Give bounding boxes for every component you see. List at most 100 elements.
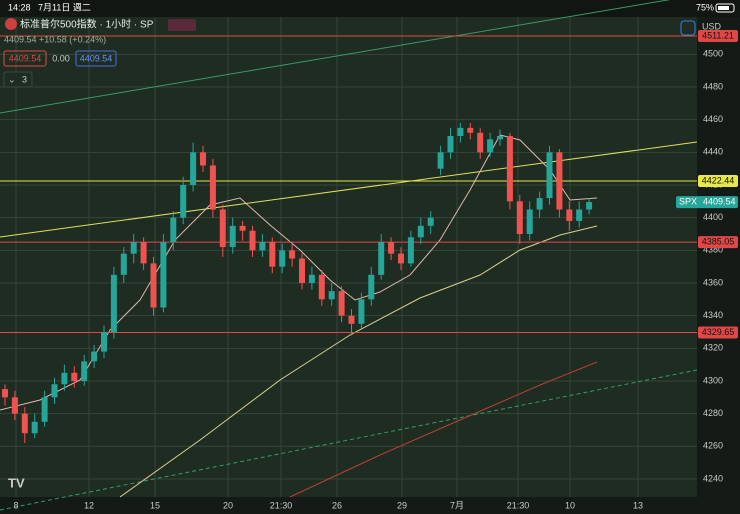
candle-body (506, 136, 513, 202)
candle-body (61, 372, 68, 385)
candle-body (170, 217, 177, 243)
y-tick-label: 4380 (703, 245, 723, 255)
candle-body (249, 230, 256, 251)
candle-body (299, 258, 305, 283)
candle-body (516, 201, 523, 235)
battery-icon (715, 3, 735, 13)
candle-body (586, 202, 593, 210)
y-tick-label: 4460 (703, 114, 723, 124)
spread: 0.00 (52, 53, 70, 63)
price-axis (697, 17, 740, 497)
candle-body (130, 242, 137, 254)
candle-body (368, 274, 375, 300)
price-tag-label: 4329.65 (702, 327, 735, 337)
fullscreen-button[interactable] (680, 20, 696, 36)
time-axis (0, 497, 740, 514)
candle-body (160, 242, 167, 308)
candles (2, 122, 593, 444)
x-tick-label: 21:30 (507, 500, 530, 510)
candle-body (180, 185, 187, 218)
candle-body (566, 209, 573, 221)
x-tick-label: 15 (150, 500, 160, 510)
candle-body (41, 397, 48, 422)
compare-button[interactable] (168, 19, 196, 31)
indicators-toggle[interactable] (3, 71, 33, 88)
candle-body (11, 397, 18, 414)
price-tag (698, 326, 738, 339)
quote: 4409.54 +10.58 (+0.24%) (4, 34, 106, 44)
y-tick-label: 4500 (703, 49, 723, 59)
y-tick-label: 4240 (703, 473, 723, 483)
x-tick-label: 7月 (450, 500, 464, 510)
candle-body (378, 242, 385, 275)
candle-body (289, 250, 296, 259)
candle-body (71, 372, 78, 381)
y-tick-label: 4360 (703, 277, 723, 287)
candle-body (427, 217, 434, 226)
status-date: 7月11日 週二 (38, 2, 91, 12)
price-tag-label: 4511.21 (702, 30, 734, 40)
candle-body (318, 274, 325, 300)
candle-body (51, 384, 58, 398)
candle-body (546, 152, 553, 199)
candle-body (398, 253, 404, 264)
symbol[interactable]: 标准普尔500指数 · 1小时 · SP (20, 18, 154, 31)
candle-body (338, 291, 345, 316)
candle-body (110, 274, 117, 332)
x-tick-label: 29 (397, 500, 407, 510)
candle-body (576, 209, 583, 221)
candle-body (140, 242, 147, 264)
price-tag (698, 30, 738, 43)
candle-body (120, 253, 127, 275)
symbol-icon (5, 18, 17, 30)
candle-body (229, 225, 236, 248)
sell-button[interactable] (3, 50, 47, 67)
y-tick-label: 4320 (703, 343, 723, 353)
y-tick-label: 4480 (703, 81, 723, 91)
x-tick-label: 26 (332, 500, 342, 510)
candle-body (101, 331, 107, 352)
candle-body (388, 242, 395, 254)
chevron[interactable]: ⌄ (8, 74, 16, 84)
price-tag (698, 236, 738, 249)
candle-body (239, 225, 246, 231)
candle-body (21, 413, 28, 434)
candle-body (526, 209, 533, 235)
candle-body (437, 152, 444, 169)
price-tag-label: 4422.44 (702, 175, 735, 185)
candle-body (487, 139, 494, 153)
candle-body (308, 274, 315, 283)
price-tag (698, 175, 738, 188)
candle-body (447, 136, 454, 153)
currency[interactable]: USD (702, 21, 722, 31)
status-bar (0, 0, 740, 17)
trend-line (0, 0, 671, 114)
y-tick-label: 4280 (703, 408, 723, 418)
y-tick-label: 4260 (703, 441, 723, 451)
candle-body (259, 242, 266, 251)
candle-body (2, 389, 8, 398)
x-tick-label: 8 (13, 500, 18, 510)
indicators-count[interactable]: 3 (22, 74, 27, 84)
x-tick-label: 10 (565, 500, 575, 510)
candle-body (358, 299, 365, 324)
y-tick-label: 4400 (703, 212, 723, 222)
buy-price[interactable]: 4409.54 (80, 53, 113, 63)
candle-body (279, 250, 286, 267)
candle-body (91, 351, 98, 362)
y-tick-label: 4340 (703, 310, 723, 320)
sell-price[interactable]: 4409.54 (9, 53, 42, 63)
last-price-value: 4409.54 (703, 196, 736, 206)
y-tick-label: 4300 (703, 375, 723, 385)
buy-button[interactable] (75, 50, 117, 67)
candle-body (467, 127, 474, 133)
x-tick-label: 12 (84, 500, 94, 510)
battery-level (718, 6, 729, 10)
candle-body (457, 127, 464, 137)
moving-average (0, 134, 598, 411)
candle-body (150, 263, 157, 308)
candle-body (219, 209, 226, 248)
candle-body (477, 132, 484, 153)
moving-average (289, 361, 598, 498)
